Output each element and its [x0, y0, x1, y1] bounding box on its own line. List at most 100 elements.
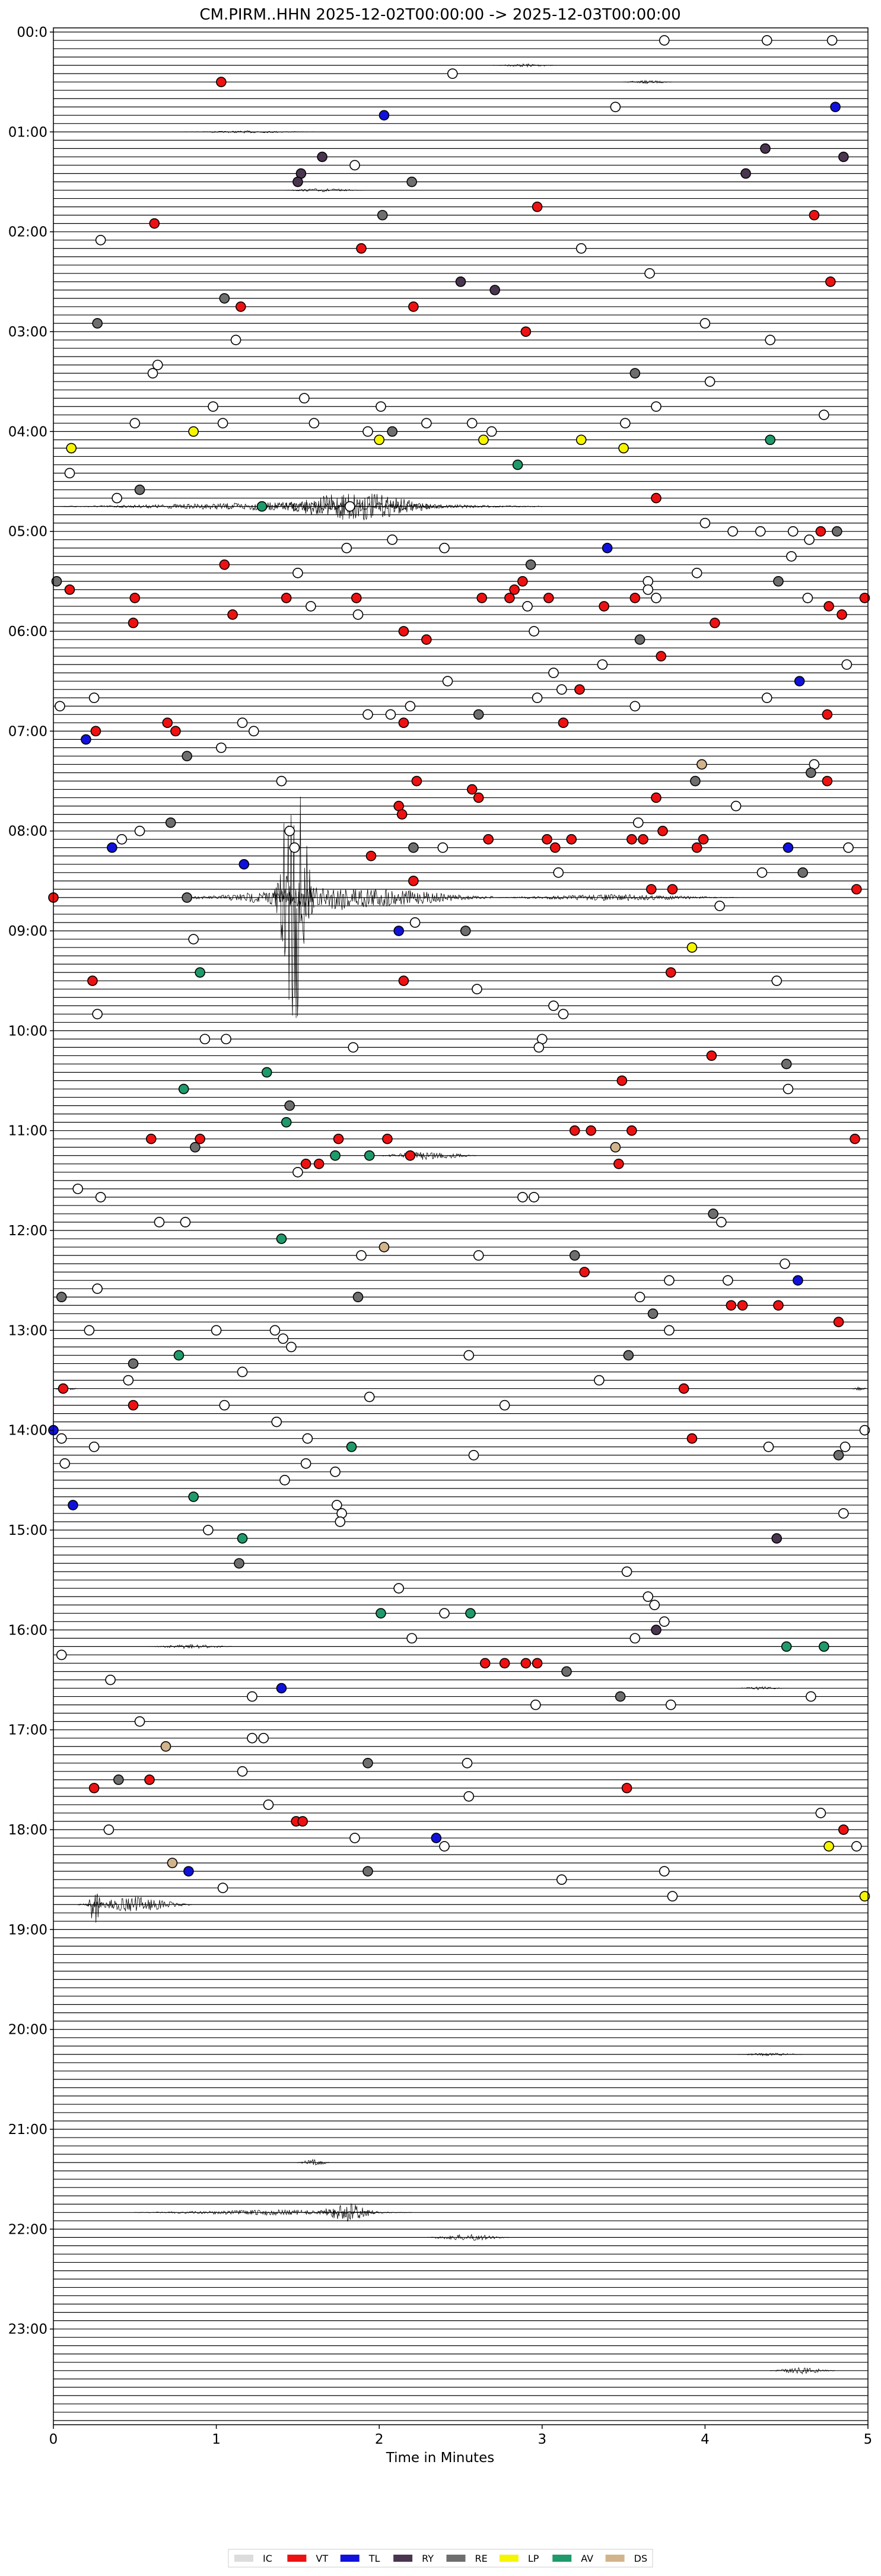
event-marker — [248, 726, 259, 737]
event-marker — [302, 1433, 313, 1444]
event-marker — [832, 526, 842, 537]
event-marker — [704, 376, 715, 387]
event-marker — [405, 1150, 416, 1161]
event-marker — [626, 1125, 637, 1136]
y-tick-label: 06:00 — [8, 624, 47, 640]
event-marker — [437, 842, 449, 853]
event-marker — [610, 101, 621, 113]
event-marker — [362, 709, 373, 720]
event-marker — [352, 609, 364, 620]
event-marker — [90, 726, 101, 737]
chart-title: CM.PIRM..HHN 2025-12-02T00:00:00 -> 2025… — [199, 6, 680, 24]
event-marker — [332, 1500, 342, 1510]
event-marker — [629, 593, 641, 603]
event-marker — [411, 775, 422, 787]
event-marker — [530, 1699, 541, 1710]
event-marker — [408, 301, 419, 312]
event-marker — [645, 884, 657, 895]
event-marker — [147, 368, 158, 379]
legend-label: VT — [316, 2553, 328, 2564]
event-marker — [154, 1217, 165, 1227]
event-marker — [699, 318, 711, 329]
y-tick-label: 15:00 — [8, 1523, 47, 1538]
event-marker — [509, 584, 520, 595]
event-marker — [55, 701, 65, 712]
event-marker — [499, 1658, 510, 1669]
event-marker — [188, 1491, 199, 1502]
event-marker — [651, 492, 661, 504]
event-marker — [483, 834, 494, 845]
event-marker — [529, 1192, 539, 1203]
legend-label: DS — [634, 2553, 647, 2564]
event-marker — [317, 151, 327, 163]
event-marker — [349, 160, 360, 171]
signal-burst — [493, 63, 558, 68]
event-marker — [276, 775, 287, 787]
event-marker — [182, 892, 192, 903]
event-marker — [823, 1841, 834, 1852]
event-marker — [92, 318, 103, 329]
event-marker — [771, 1533, 783, 1544]
event-marker — [299, 393, 310, 404]
event-marker — [802, 593, 813, 603]
event-marker — [781, 1058, 792, 1070]
event-marker — [84, 1325, 95, 1336]
event-marker — [620, 418, 631, 429]
event-marker — [476, 593, 487, 603]
event-marker — [690, 775, 701, 787]
event-marker — [830, 101, 841, 113]
event-marker — [335, 1516, 346, 1527]
y-tick-label: 10:00 — [8, 1023, 47, 1039]
event-marker — [520, 1658, 532, 1669]
legend-label: LP — [528, 2553, 539, 2564]
y-tick-label: 00:0 — [17, 25, 47, 40]
event-marker — [364, 1391, 375, 1403]
event-marker — [234, 1558, 244, 1569]
event-marker — [113, 1774, 124, 1785]
event-marker — [850, 1133, 860, 1144]
event-marker — [664, 1325, 675, 1336]
event-marker — [406, 176, 417, 187]
event-marker — [88, 692, 100, 704]
event-marker — [809, 209, 820, 221]
event-marker — [473, 792, 484, 803]
signal-burst — [851, 1386, 868, 1391]
event-marker — [439, 542, 450, 554]
event-marker — [463, 1791, 475, 1802]
event-marker — [199, 1033, 211, 1045]
event-marker — [128, 1358, 139, 1369]
event-marker — [629, 1633, 641, 1644]
event-marker — [558, 1009, 569, 1020]
event-marker — [219, 559, 230, 570]
event-marker — [756, 867, 768, 878]
event-marker — [134, 1716, 145, 1727]
event-marker — [623, 1350, 634, 1361]
event-marker — [755, 526, 766, 537]
event-marker — [727, 526, 738, 537]
plot-frame — [53, 27, 869, 2425]
y-tick-label: 01:00 — [8, 125, 47, 140]
event-marker — [408, 876, 419, 886]
event-marker — [512, 459, 523, 470]
event-marker — [815, 526, 826, 537]
event-marker — [556, 684, 567, 695]
signal-burst — [493, 894, 738, 901]
event-marker — [348, 1042, 359, 1053]
event-marker — [468, 1449, 479, 1461]
event-marker — [463, 1350, 475, 1361]
event-marker — [393, 1583, 404, 1594]
event-marker — [81, 734, 91, 745]
trace-lines — [53, 31, 868, 2421]
event-marker — [698, 834, 709, 845]
event-marker — [263, 1799, 274, 1810]
event-marker — [823, 601, 834, 612]
legend-swatch — [340, 2555, 360, 2562]
event-marker — [216, 77, 227, 87]
event-marker — [387, 426, 397, 437]
event-marker — [398, 975, 409, 986]
y-tick-label: 12:00 — [8, 1223, 47, 1239]
legend-swatch — [552, 2555, 572, 2562]
signal-burst — [624, 79, 672, 84]
event-marker — [87, 975, 98, 986]
event-marker — [629, 701, 641, 712]
